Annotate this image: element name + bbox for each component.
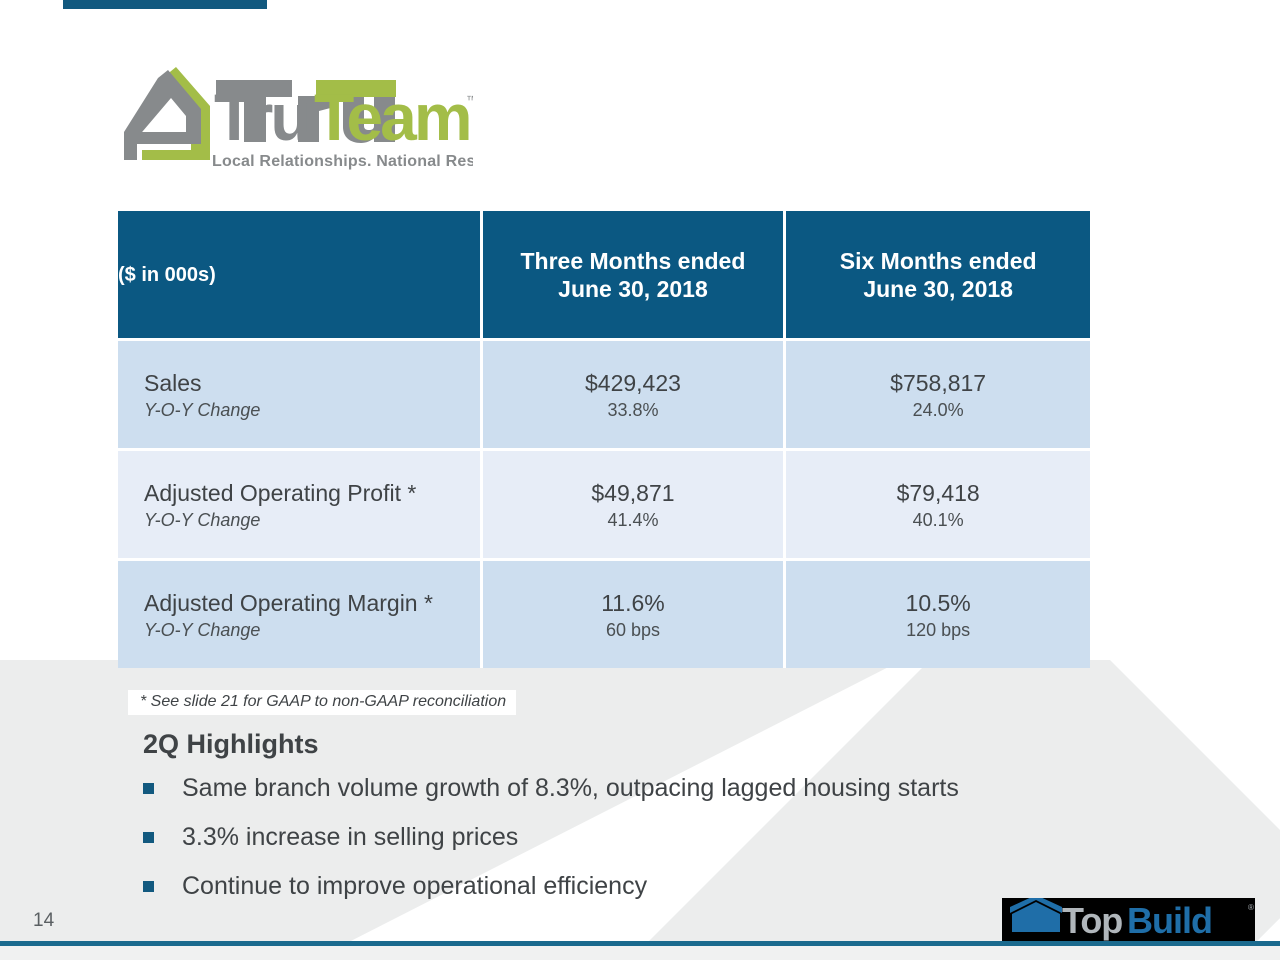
table-header-six-months-line2: June 30, 2018 xyxy=(863,275,1013,302)
svg-text:Tru: Tru xyxy=(214,80,308,154)
list-item-label: 3.3% increase in selling prices xyxy=(182,823,519,851)
table-row-gap xyxy=(118,558,1090,561)
row-label: Adjusted Operating Profit * xyxy=(144,479,417,506)
financial-summary-table: ($ in 000s) Three Months ended June 30, … xyxy=(118,211,1090,668)
bottom-filler xyxy=(0,946,1280,960)
gaap-reconciliation-footnote: * See slide 21 for GAAP to non-GAAP reco… xyxy=(128,690,517,715)
truteam-logo: Tru Team ™ Local Relationships. National… xyxy=(118,62,473,174)
svg-text:Top: Top xyxy=(1062,900,1122,941)
table-cell-adj-operating-profit-six-months: $79,418 40.1% xyxy=(786,451,1090,558)
svg-text:™: ™ xyxy=(466,93,473,107)
table-cell-sales-three-months: $429,423 33.8% xyxy=(482,341,787,448)
table-cell-adj-operating-margin-three-months: 11.6% 60 bps xyxy=(482,561,787,668)
row-sublabel: Y-O-Y Change xyxy=(144,509,261,530)
table-header-three-months-line2: June 30, 2018 xyxy=(558,275,708,302)
highlights-bullet-list: Same branch volume growth of 8.3%, outpa… xyxy=(143,772,1143,919)
table-header-six-months: Six Months ended June 30, 2018 xyxy=(786,211,1090,338)
row-value: 10.5% xyxy=(905,589,971,616)
table-row: Adjusted Operating Margin * Y-O-Y Change… xyxy=(118,561,1090,668)
row-value: $49,871 xyxy=(591,479,675,506)
table-row-gap xyxy=(118,448,1090,451)
table-header-six-months-line1: Six Months ended xyxy=(839,247,1037,274)
table-header-units-label: ($ in 000s) xyxy=(118,263,216,286)
table-cell-label-adj-operating-profit: Adjusted Operating Profit * Y-O-Y Change xyxy=(118,451,483,558)
svg-text:®: ® xyxy=(1248,903,1254,912)
list-item: Same branch volume growth of 8.3%, outpa… xyxy=(143,772,1143,821)
list-item: Continue to improve operational efficien… xyxy=(143,870,1143,919)
row-subvalue: 41.4% xyxy=(607,509,659,530)
row-label: Adjusted Operating Margin * xyxy=(144,589,433,616)
row-subvalue: 120 bps xyxy=(906,619,971,640)
row-subvalue: 60 bps xyxy=(605,619,660,640)
list-item-label: Same branch volume growth of 8.3%, outpa… xyxy=(182,774,959,802)
row-subvalue: 33.8% xyxy=(607,399,659,420)
row-value: $758,817 xyxy=(890,369,987,396)
table-row: Sales Y-O-Y Change $429,423 33.8% $758,8… xyxy=(118,341,1090,448)
square-bullet-icon xyxy=(143,783,154,794)
row-sublabel: Y-O-Y Change xyxy=(144,619,261,640)
row-value: $79,418 xyxy=(896,479,980,506)
row-subvalue: 24.0% xyxy=(912,399,964,420)
table-header-three-months: Three Months ended June 30, 2018 xyxy=(482,211,787,338)
table-header-units: ($ in 000s) xyxy=(118,211,483,338)
topbuild-logo: Top Build ® xyxy=(1002,898,1255,943)
table-header-three-months-line1: Three Months ended xyxy=(520,247,746,274)
table-header-row: ($ in 000s) Three Months ended June 30, … xyxy=(118,211,1090,338)
row-subvalue: 40.1% xyxy=(912,509,964,530)
table-row-gap xyxy=(118,338,1090,341)
table-cell-label-sales: Sales Y-O-Y Change xyxy=(118,341,483,448)
row-sublabel: Y-O-Y Change xyxy=(144,399,261,420)
table-row: Adjusted Operating Profit * Y-O-Y Change… xyxy=(118,451,1090,558)
svg-text:Team: Team xyxy=(314,80,470,154)
square-bullet-icon xyxy=(143,832,154,843)
list-item: 3.3% increase in selling prices xyxy=(143,821,1143,870)
bottom-accent-rule xyxy=(0,941,1280,946)
table-cell-label-adj-operating-margin: Adjusted Operating Margin * Y-O-Y Change xyxy=(118,561,483,668)
table-cell-sales-six-months: $758,817 24.0% xyxy=(786,341,1090,448)
row-label: Sales xyxy=(144,369,202,396)
top-accent-bar xyxy=(63,0,267,9)
truteam-tagline: Local Relationships. National Resources. xyxy=(212,153,473,170)
table-cell-adj-operating-profit-three-months: $49,871 41.4% xyxy=(482,451,787,558)
list-item-label: Continue to improve operational efficien… xyxy=(182,872,648,900)
table-cell-adj-operating-margin-six-months: 10.5% 120 bps xyxy=(786,561,1090,668)
svg-text:Build: Build xyxy=(1127,900,1212,941)
row-value: $429,423 xyxy=(584,369,681,396)
highlights-heading: 2Q Highlights xyxy=(143,729,319,759)
row-value: 11.6% xyxy=(601,589,665,616)
square-bullet-icon xyxy=(143,881,154,892)
page-number: 14 xyxy=(33,910,55,931)
